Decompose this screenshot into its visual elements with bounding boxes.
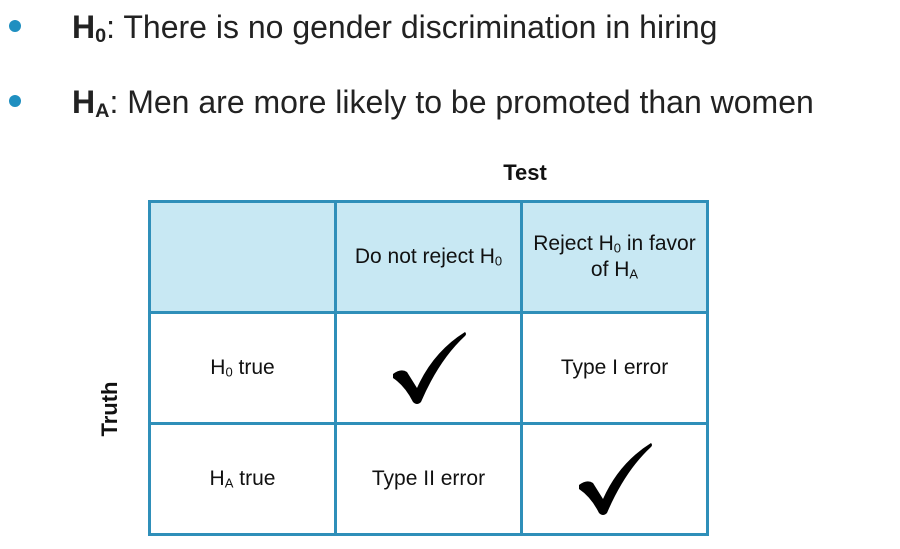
text: Type II error (371, 467, 486, 490)
row-label: Truth (97, 381, 122, 437)
text: H (210, 356, 226, 379)
text: H (209, 467, 225, 490)
text: true (233, 467, 276, 490)
row: H0 true Type I error (148, 311, 709, 425)
text: Reject H (533, 232, 614, 255)
text: H (72, 9, 96, 45)
subscript: 0 (613, 240, 622, 256)
cell (520, 422, 709, 536)
subscript: 0 (494, 253, 503, 269)
bullet: H0: There is no gender discrimination in… (0, 2, 900, 52)
text: : Men are more likely to be promoted tha… (109, 84, 814, 120)
row-header-cell: H0 true (148, 311, 337, 425)
header-row: Do not reject H0 Reject H0 in favor of H… (148, 200, 709, 314)
subscript: 0 (225, 364, 233, 380)
cell (334, 311, 523, 425)
subscript: 0 (95, 24, 107, 47)
subscript: A (224, 475, 234, 491)
text: Type I error (560, 356, 669, 379)
check-glyph (578, 443, 652, 515)
cell: Type I error (520, 311, 709, 425)
check-mark (392, 332, 466, 404)
row-header-cell: HA true (148, 422, 337, 536)
column-label: Test (503, 160, 547, 185)
text: H (72, 84, 96, 120)
subscript: A (95, 99, 110, 122)
check-glyph (392, 332, 466, 404)
bullet-text: H0: There is no gender discrimination in… (72, 2, 717, 52)
text: Do not reject H (354, 245, 495, 268)
bullet-dot (9, 95, 21, 107)
hypothesis-table: Do not reject H0 Reject H0 in favor of H… (148, 200, 709, 536)
bullet: HA: Men are more likely to be promoted t… (0, 77, 900, 127)
text: in favor of H (590, 232, 696, 281)
text: : There is no gender discrimination in h… (106, 9, 718, 45)
header-cell: Reject H0 in favor of HA (520, 200, 709, 314)
text: true (232, 356, 275, 379)
subscript: A (629, 266, 639, 282)
check-mark (578, 443, 652, 515)
corner-cell (148, 200, 337, 314)
row: HA true Type II error (148, 422, 709, 536)
bullet-text: HA: Men are more likely to be promoted t… (72, 77, 814, 127)
header-cell: Do not reject H0 (334, 200, 523, 314)
bullet-dot (9, 20, 21, 32)
cell: Type II error (334, 422, 523, 536)
